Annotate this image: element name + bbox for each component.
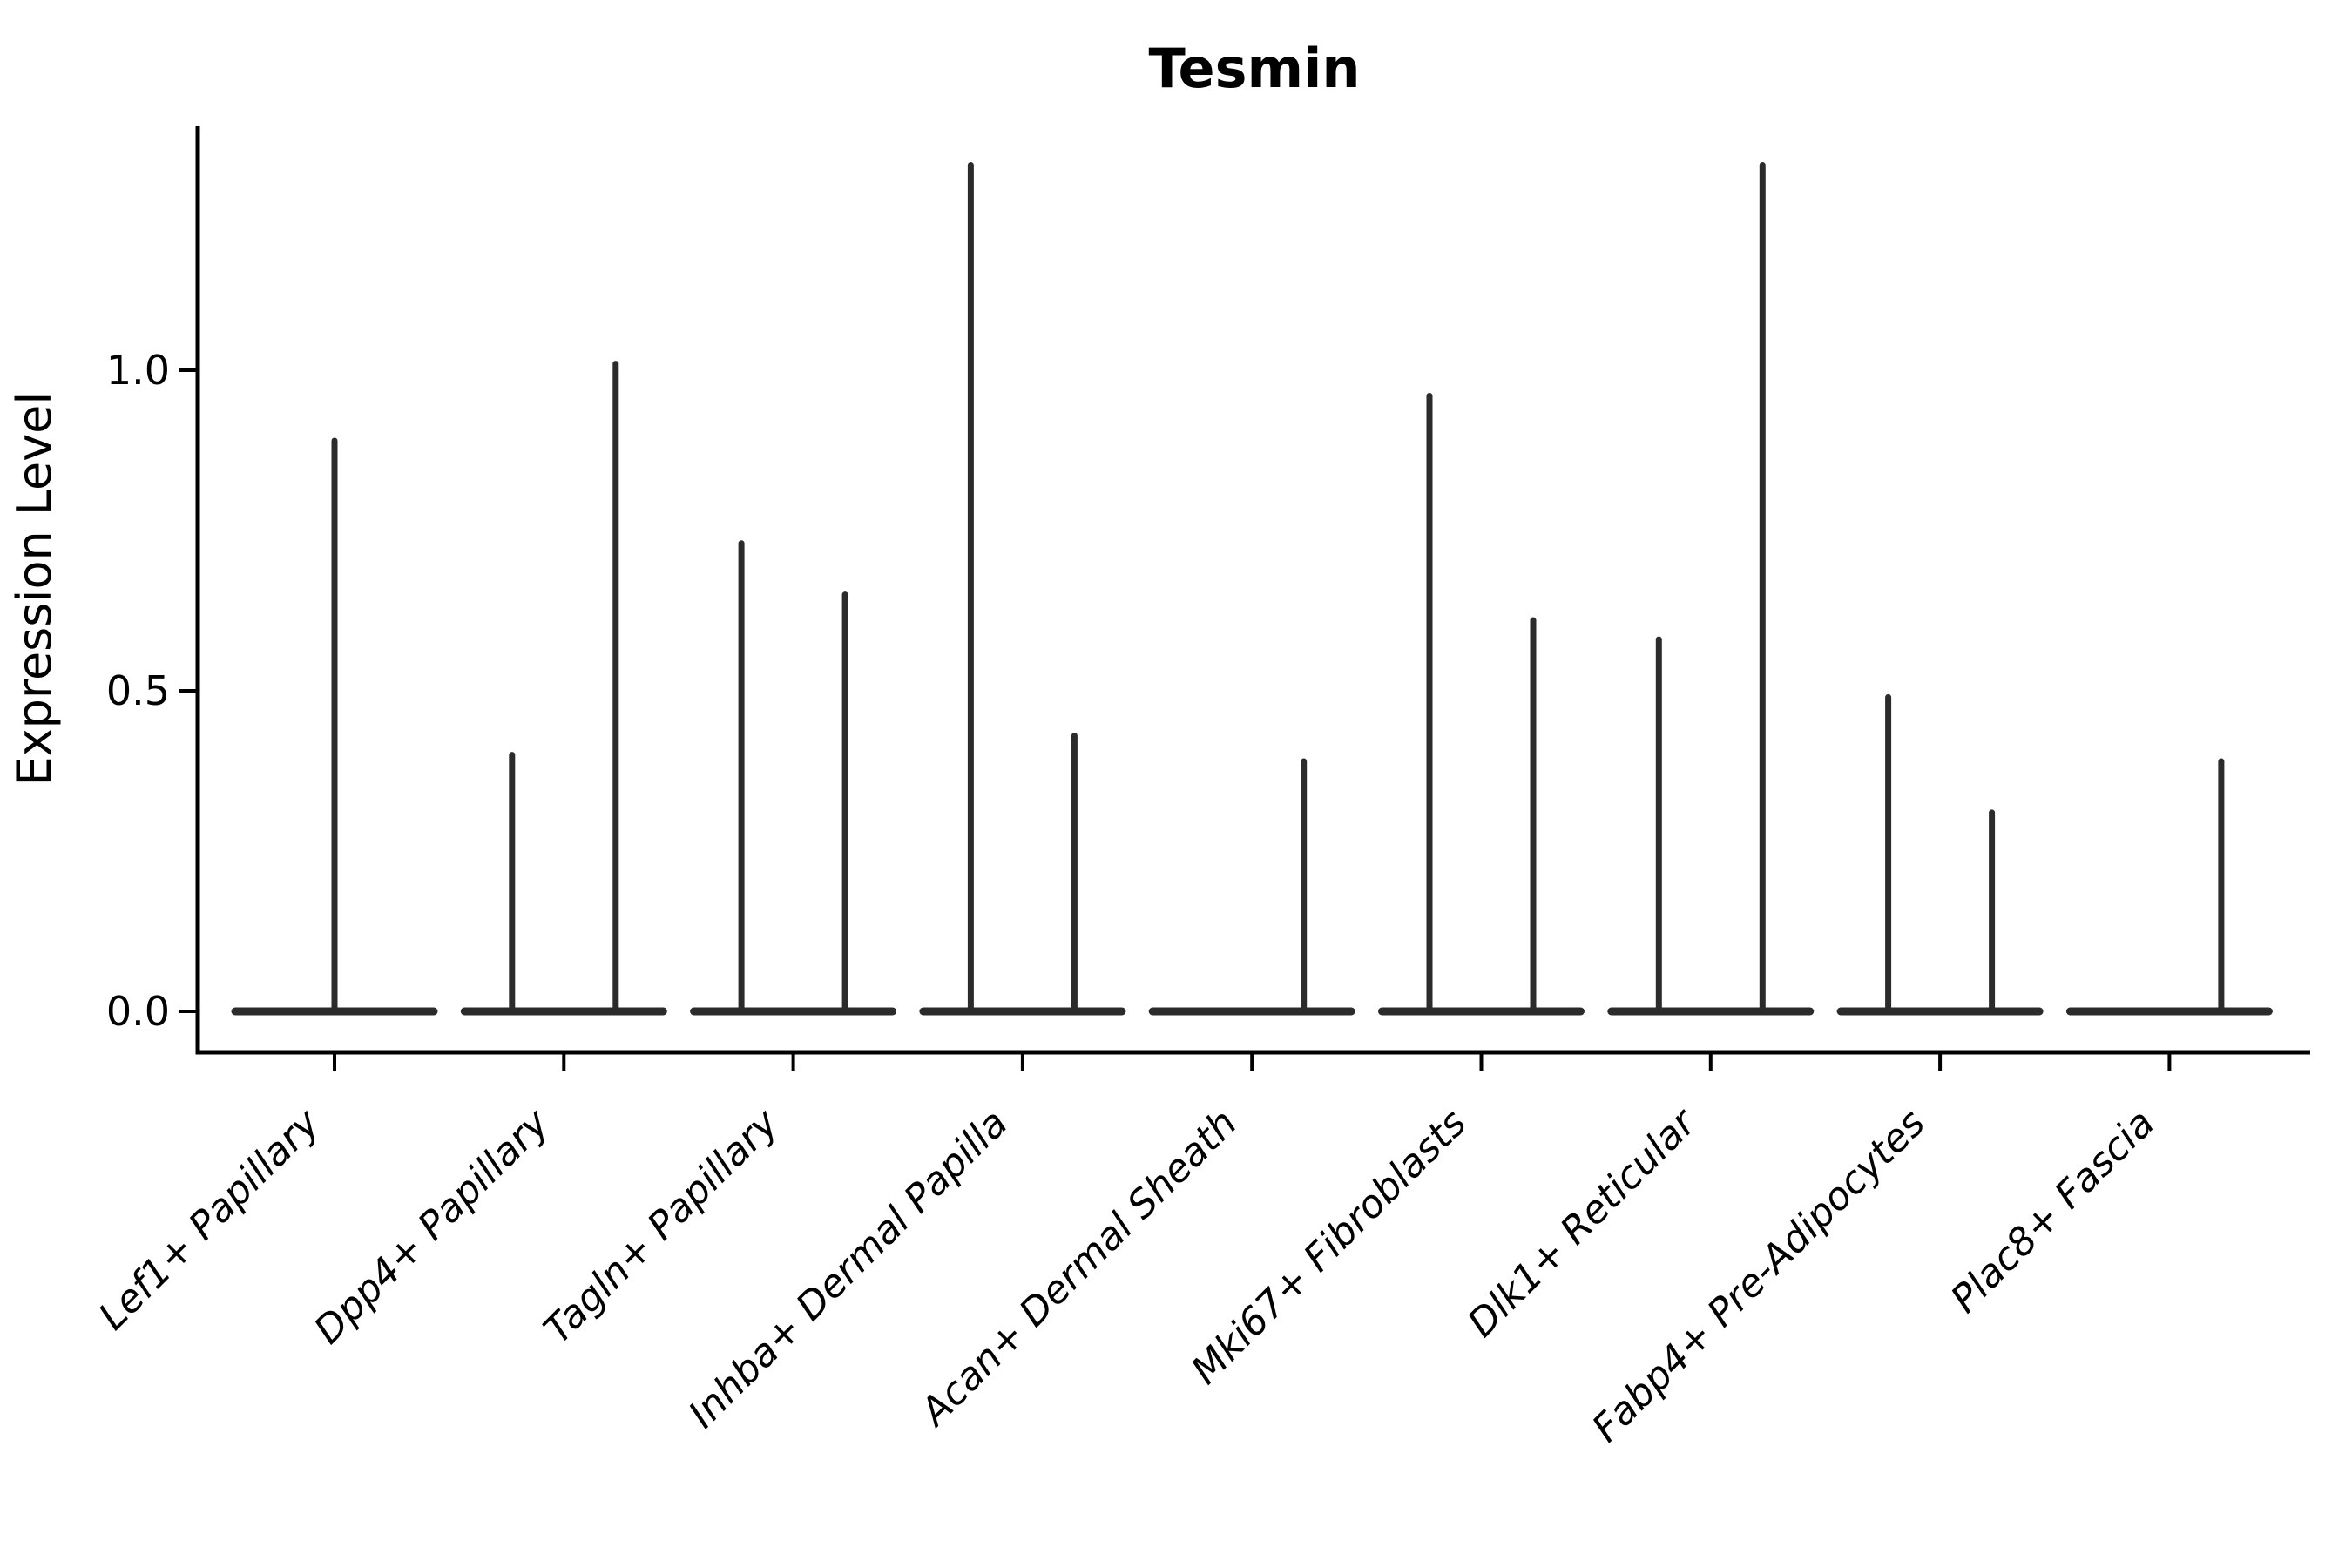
x-tick-label: Dlk1+ Reticular <box>1459 1099 1706 1346</box>
x-tick-label: Dpp4+ Papillary <box>306 1100 558 1353</box>
y-tick-label: 0.5 <box>106 667 170 714</box>
y-tick-label: 1.0 <box>106 347 170 394</box>
x-tick-label: Lef1+ Papillary <box>91 1100 329 1339</box>
y-tick-label: 0.0 <box>106 988 170 1035</box>
chart-title: Tesmin <box>1148 37 1360 100</box>
y-axis-label: Expression Level <box>7 392 62 787</box>
x-tick-label: Tagln+ Papillary <box>536 1100 787 1352</box>
x-tick-label: Plac8+ Fascia <box>1943 1101 2163 1321</box>
